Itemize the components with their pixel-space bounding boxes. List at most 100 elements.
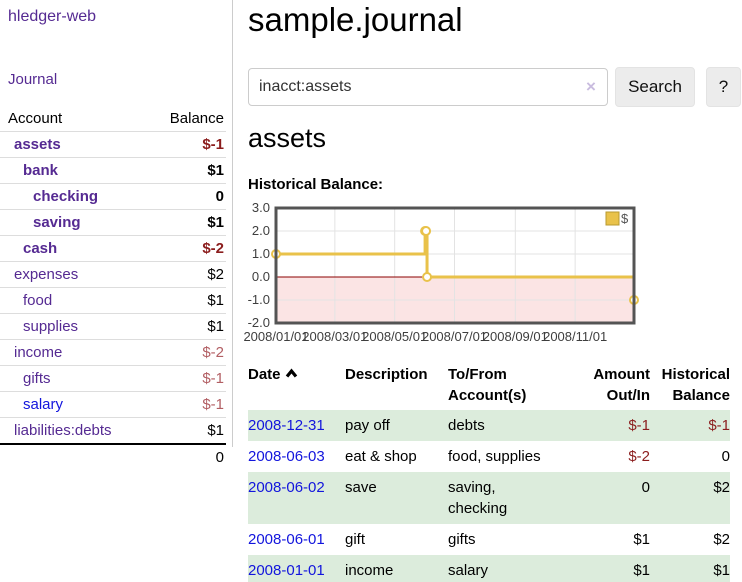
transaction-amount: 0 bbox=[641, 479, 650, 496]
svg-text:2008/01/01: 2008/01/01 bbox=[243, 329, 308, 344]
transaction-row: 2008-06-03 eat & shop food, supplies $-2… bbox=[248, 441, 730, 472]
transaction-date-link[interactable]: 2008-06-03 bbox=[248, 448, 325, 465]
transaction-row: 2008-06-01 gift gifts $1 $2 bbox=[248, 524, 730, 555]
account-row: salary $-1 bbox=[0, 391, 226, 418]
account-link-salary[interactable]: salary bbox=[23, 396, 64, 413]
account-link-checking[interactable]: checking bbox=[33, 188, 99, 205]
account-link-income[interactable]: income bbox=[14, 344, 63, 361]
account-row: food $1 bbox=[0, 287, 226, 314]
account-row: checking 0 bbox=[0, 183, 226, 210]
svg-text:2.0: 2.0 bbox=[252, 223, 270, 238]
account-balance: 0 bbox=[143, 183, 226, 210]
accounts-header-balance: Balance bbox=[143, 106, 226, 132]
account-link-gifts[interactable]: gifts bbox=[23, 370, 51, 387]
svg-text:2008/05/01: 2008/05/01 bbox=[362, 329, 427, 344]
brand-link[interactable]: hledger-web bbox=[8, 8, 97, 25]
transaction-balance: 0 bbox=[721, 448, 730, 465]
accounts-header-row: Account Balance bbox=[0, 106, 226, 132]
account-balance: $-1 bbox=[143, 131, 226, 158]
account-row: income $-2 bbox=[0, 339, 226, 366]
account-balance: $-2 bbox=[143, 235, 226, 262]
transaction-description: save bbox=[345, 479, 377, 496]
account-balance: $1 bbox=[143, 157, 226, 184]
transaction-amount: $-1 bbox=[628, 417, 650, 434]
transaction-balance: $1 bbox=[713, 562, 730, 579]
account-balance: $1 bbox=[143, 287, 226, 314]
svg-text:0.0: 0.0 bbox=[252, 269, 270, 284]
accounts-table: Account Balance assets $-1 bank $1 check… bbox=[0, 106, 226, 470]
svg-text:2008/09/01: 2008/09/01 bbox=[483, 329, 548, 344]
transaction-accounts: salary bbox=[448, 562, 489, 579]
transaction-date-link[interactable]: 2008-01-01 bbox=[248, 562, 325, 579]
account-row: supplies $1 bbox=[0, 313, 226, 340]
clear-search-icon[interactable]: × bbox=[586, 77, 596, 96]
column-header-amount: Amount Out/In bbox=[593, 366, 650, 404]
account-row: expenses $2 bbox=[0, 261, 226, 288]
chart-title: Historical Balance: bbox=[248, 176, 384, 193]
account-row: liabilities:debts $1 bbox=[0, 417, 226, 445]
transaction-balance: $-1 bbox=[708, 417, 730, 434]
sort-ascending-icon bbox=[285, 364, 298, 385]
sidebar: hledger-web Journal Account Balance asse… bbox=[0, 0, 233, 470]
account-link-bank[interactable]: bank bbox=[23, 162, 59, 179]
search-button[interactable]: Search bbox=[615, 67, 695, 107]
transaction-date-link[interactable]: 2008-06-01 bbox=[248, 531, 325, 548]
sidebar-item-journal[interactable]: Journal bbox=[8, 71, 58, 88]
accounts-total-row: 0 bbox=[0, 443, 226, 470]
accounts-header-account: Account bbox=[0, 106, 144, 132]
account-balance: $2 bbox=[143, 261, 226, 288]
transaction-description: gift bbox=[345, 531, 366, 548]
account-row: bank $1 bbox=[0, 157, 226, 184]
svg-text:$: $ bbox=[621, 211, 629, 226]
account-row: gifts $-1 bbox=[0, 365, 226, 392]
account-link-expenses[interactable]: expenses bbox=[14, 266, 79, 283]
column-header-accounts: To/From Account(s) bbox=[448, 366, 527, 404]
account-heading: assets bbox=[248, 123, 327, 153]
transaction-amount: $-2 bbox=[628, 448, 650, 465]
column-header-description: Description bbox=[345, 366, 428, 383]
transaction-balance: $2 bbox=[713, 479, 730, 496]
account-link-food[interactable]: food bbox=[23, 292, 53, 309]
svg-text:2008/03/01: 2008/03/01 bbox=[302, 329, 367, 344]
transaction-balance: $2 bbox=[713, 531, 730, 548]
account-balance: $-1 bbox=[143, 365, 226, 392]
accounts-total-balance: 0 bbox=[143, 443, 226, 470]
account-balance: $1 bbox=[143, 417, 226, 445]
account-balance: $1 bbox=[143, 313, 226, 340]
transaction-date-link[interactable]: 2008-12-31 bbox=[248, 417, 325, 434]
transaction-accounts: saving, checking bbox=[448, 479, 508, 517]
account-link-cash[interactable]: cash bbox=[23, 240, 58, 257]
search-input[interactable] bbox=[248, 68, 608, 106]
account-row: saving $1 bbox=[0, 209, 226, 236]
svg-text:1.0: 1.0 bbox=[252, 246, 270, 261]
account-link-assets[interactable]: assets bbox=[14, 136, 61, 153]
account-link-supplies[interactable]: supplies bbox=[23, 318, 79, 335]
transaction-row: 2008-12-31 pay off debts $-1 $-1 bbox=[248, 410, 730, 441]
transaction-accounts: gifts bbox=[448, 531, 476, 548]
help-button[interactable]: ? bbox=[706, 67, 741, 107]
column-header-balance: Historical Balance bbox=[661, 366, 730, 404]
column-header-date[interactable]: Date bbox=[248, 360, 345, 410]
transaction-amount: $1 bbox=[633, 531, 650, 548]
page-title: sample.journal bbox=[248, 1, 463, 38]
account-balance: $-1 bbox=[143, 391, 226, 418]
account-row: cash $-2 bbox=[0, 235, 226, 262]
transaction-accounts: debts bbox=[448, 417, 485, 434]
account-link-saving[interactable]: saving bbox=[33, 214, 81, 231]
transaction-date-link[interactable]: 2008-06-02 bbox=[248, 479, 325, 496]
transaction-description: eat & shop bbox=[345, 448, 417, 465]
transaction-row: 2008-06-02 save saving, checking 0 $2 bbox=[248, 472, 730, 524]
account-link-liabilities-debts[interactable]: liabilities:debts bbox=[14, 422, 112, 439]
svg-text:-2.0: -2.0 bbox=[248, 315, 270, 330]
historical-balance-chart: 2008/01/012008/03/012008/05/012008/07/01… bbox=[243, 200, 639, 344]
account-row: assets $-1 bbox=[0, 131, 226, 158]
svg-text:3.0: 3.0 bbox=[252, 200, 270, 215]
transaction-row: 2008-01-01 income salary $1 $1 bbox=[248, 555, 730, 582]
account-balance: $-2 bbox=[143, 339, 226, 366]
transaction-amount: $1 bbox=[633, 562, 650, 579]
account-balance: $1 bbox=[143, 209, 226, 236]
transaction-description: income bbox=[345, 562, 394, 579]
register-table: Date Description To/From Account(s) Amou… bbox=[248, 360, 730, 582]
svg-text:2008/07/01: 2008/07/01 bbox=[422, 329, 487, 344]
transaction-description: pay off bbox=[345, 417, 390, 434]
